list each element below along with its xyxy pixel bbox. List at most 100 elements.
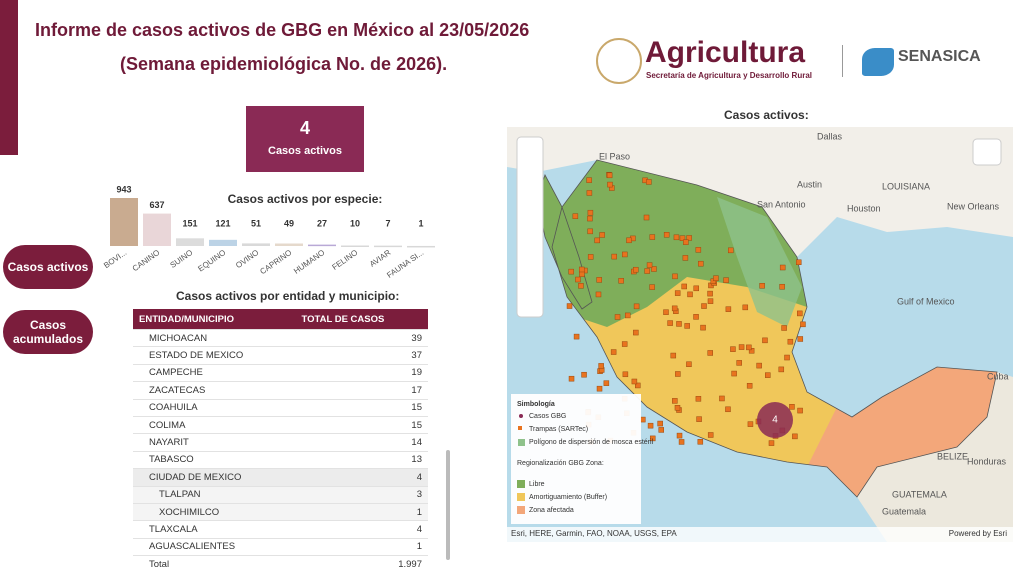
trap-marker: [635, 382, 641, 389]
table-row[interactable]: TLAXCALA 4: [133, 520, 428, 539]
table-row[interactable]: MICHOACAN 39: [133, 329, 428, 348]
trap-marker: [797, 336, 804, 342]
place-label: BELIZE: [937, 451, 968, 461]
legend-label: Polígono de dispersión de mosca estéril: [529, 439, 654, 446]
trap-marker: [572, 213, 579, 219]
table-cell: COLIMA: [133, 416, 296, 435]
trap-marker: [586, 190, 593, 196]
trap-marker: [624, 312, 631, 319]
table-row[interactable]: ZACATECAS 17: [133, 381, 428, 400]
trap-marker: [701, 303, 707, 309]
attribution: Esri, HERE, Garmin, FAO, NOAA, USGS, EPA: [511, 529, 677, 538]
trap-marker: [578, 266, 585, 273]
table-row[interactable]: CIUDAD DE MEXICO 4: [133, 468, 428, 487]
legend-label: Zona afectada: [529, 507, 574, 514]
trap-marker: [779, 264, 786, 271]
trap-marker: [658, 427, 665, 433]
map-toolbar[interactable]: [516, 136, 544, 318]
cumulative-cases-button[interactable]: Casos acumulados: [3, 310, 93, 354]
trap-marker: [779, 283, 785, 290]
x-tick-label: OVINO: [234, 248, 260, 270]
trap-marker: [611, 253, 617, 260]
trap-marker: [663, 232, 670, 238]
trap-marker: [575, 276, 581, 283]
trap-marker: [707, 298, 714, 304]
trap-marker: [596, 277, 602, 283]
table-cell: 1: [295, 538, 428, 557]
trap-marker: [768, 440, 775, 446]
trap-marker: [719, 395, 725, 402]
trap-marker: [679, 235, 686, 241]
cases-table: ENTIDAD/MUNICIPIO TOTAL DE CASOS MICHOACA…: [133, 309, 428, 567]
basemap-button[interactable]: [972, 138, 1002, 166]
table-row[interactable]: TLALPAN 3: [133, 486, 428, 504]
place-label: Dallas: [817, 131, 843, 141]
trap-marker: [594, 237, 600, 244]
trap-marker: [610, 349, 617, 355]
data-label: 51: [251, 218, 261, 228]
trap-marker: [684, 323, 690, 329]
place-label: Cuba: [987, 371, 1009, 381]
cluster-count: 4: [772, 415, 778, 426]
place-label: Austin: [797, 179, 822, 189]
trap-marker: [759, 283, 765, 289]
trap-marker: [730, 346, 736, 352]
legend-swatch: [518, 439, 525, 446]
place-label: Gulf of Mexico: [897, 296, 955, 306]
case-cluster[interactable]: [757, 402, 793, 438]
trap-marker: [725, 406, 731, 413]
trap-marker: [681, 283, 687, 290]
trap-marker: [674, 405, 681, 411]
table-row[interactable]: TABASCO 13: [133, 451, 428, 470]
trap-marker: [631, 378, 638, 385]
table-cell: AGUASCALIENTES: [133, 538, 296, 557]
table-row[interactable]: CAMPECHE 19: [133, 364, 428, 383]
table-cell: ZACATECAS: [133, 381, 296, 400]
table-container: ENTIDAD/MUNICIPIO TOTAL DE CASOS MICHOACA…: [133, 309, 428, 567]
table-row[interactable]: COLIMA 15: [133, 416, 428, 435]
table-cell: 4: [295, 520, 428, 539]
trap-marker: [646, 179, 652, 185]
kpi-card: 4 Casos activos: [246, 106, 364, 172]
trap-marker: [686, 235, 692, 241]
column-header[interactable]: TOTAL DE CASOS: [295, 309, 428, 330]
table-cell: Total: [133, 555, 296, 567]
trap-marker: [678, 439, 685, 445]
map[interactable]: 4 Dallas El Paso Austin San Antonio Houston L…: [507, 127, 1013, 542]
active-cases-button[interactable]: Casos activos: [3, 245, 93, 289]
header-row: ENTIDAD/MUNICIPIO TOTAL DE CASOS: [133, 309, 428, 330]
table-row[interactable]: XOCHIMILCO 1: [133, 503, 428, 522]
senasica-icon: [862, 48, 894, 76]
trap-marker: [781, 325, 787, 331]
trap-marker: [667, 320, 673, 326]
table-row[interactable]: ESTADO DE MEXICO 37: [133, 346, 428, 365]
trap-marker: [579, 271, 585, 277]
legend-swatch: [517, 506, 525, 514]
table-cell: MICHOACAN: [133, 329, 296, 348]
table-row[interactable]: COAHUILA 15: [133, 399, 428, 417]
table-row[interactable]: Total 1.997: [133, 555, 428, 567]
trap-marker: [587, 209, 594, 216]
trap-marker: [746, 344, 752, 351]
column-header[interactable]: ENTIDAD/MUNICIPIO: [133, 309, 296, 330]
table-row[interactable]: NAYARIT 14: [133, 433, 428, 452]
trap-marker: [676, 432, 683, 439]
scrollbar[interactable]: [446, 450, 450, 560]
trap-marker: [587, 215, 593, 222]
trap-marker: [787, 338, 794, 345]
trap-marker: [633, 329, 639, 336]
trap-marker: [568, 268, 574, 275]
trap-marker: [695, 396, 702, 402]
side-accent: [0, 0, 18, 155]
legend-swatch: [517, 480, 525, 488]
trap-marker: [731, 370, 737, 377]
logo-subtext: Secretaría de Agricultura y Desarrollo R…: [646, 71, 812, 80]
table-cell: CIUDAD DE MEXICO: [133, 468, 296, 487]
legend-label: Libre: [529, 481, 545, 488]
place-label: Guatemala: [882, 506, 926, 516]
trap-marker: [797, 407, 803, 414]
x-tick-label: CAPRINO: [258, 248, 293, 276]
bar: [308, 244, 336, 247]
table-row[interactable]: AGUASCALIENTES 1: [133, 538, 428, 557]
